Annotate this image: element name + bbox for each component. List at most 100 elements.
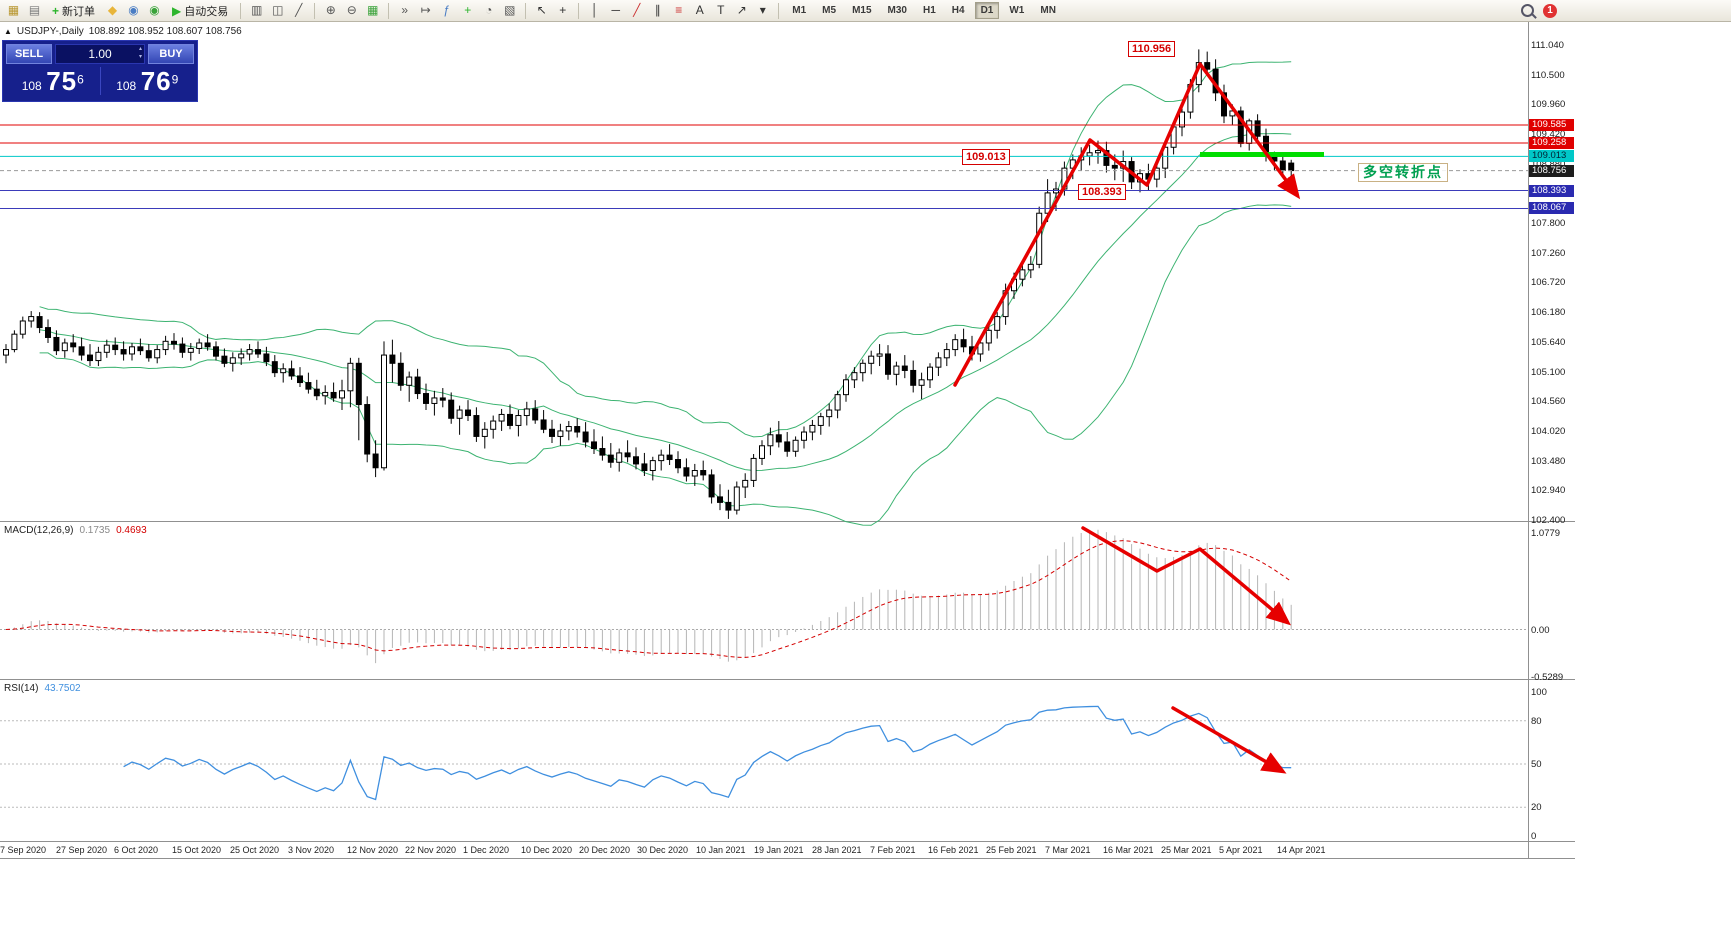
chart-shift-icon[interactable]: ↦	[420, 3, 431, 17]
volume-input[interactable]: 1.00 ▴ ▾	[55, 44, 145, 64]
sell-button[interactable]: SELL	[6, 44, 52, 64]
rsi-trend-arrow	[1171, 706, 1287, 774]
notification-badge[interactable]: 1	[1543, 3, 1557, 18]
buy-price[interactable]: 108 769	[101, 66, 195, 97]
text-icon[interactable]: A	[695, 3, 704, 17]
date-axis-label: 12 Nov 2020	[347, 845, 399, 855]
toolbar: ▦ ▤ + 新订单 ◆ ◉ ◉ ▶ 自动交易 ▥ ◫ ╱ ⊕ ⊖ ▦» ↦ ƒ + ◔ ▧ ↖ + │ ─ ╱ ∥ ≡ A T ↗ ▾ M1 M…	[0, 0, 1731, 22]
arrows-icon[interactable]: ↗	[736, 3, 747, 17]
toolbar-separator	[314, 2, 316, 19]
timeframe-d1[interactable]: D1	[974, 2, 1000, 19]
bar-chart-icon[interactable]: ▥	[251, 3, 263, 17]
timeframe-m5[interactable]: M5	[822, 5, 837, 16]
date-axis-label: 1 Dec 2020	[463, 845, 510, 855]
vps-icon[interactable]: ◉	[149, 3, 160, 17]
timeframe-m30[interactable]: M30	[887, 5, 907, 16]
timeframe-m1[interactable]: M1	[792, 5, 807, 16]
date-axis-label: 3 Nov 2020	[288, 845, 335, 855]
date-axis-label: 10 Jan 2021	[696, 845, 746, 855]
date-axis-label: 19 Jan 2021	[754, 845, 804, 855]
buy-button[interactable]: BUY	[148, 44, 194, 64]
autotrade-button-label: 自动交易	[184, 5, 229, 18]
date-axis-label: 7 Feb 2021	[870, 845, 916, 855]
signals-icon[interactable]: ◉	[128, 3, 139, 17]
templates-icon[interactable]: ▧	[504, 3, 516, 17]
macd-trend-arrow	[1081, 526, 1292, 626]
auto-scroll-icon[interactable]: »	[401, 3, 409, 17]
macd-signal-value: 0.4693	[116, 525, 147, 536]
tile-windows-icon[interactable]: ▦	[367, 3, 379, 17]
date-axis-label: 22 Nov 2020	[405, 845, 457, 855]
date-axis-label: 25 Feb 2021	[986, 845, 1037, 855]
one-click-toggle-icon[interactable]: ▲	[4, 27, 12, 36]
indicators-icon[interactable]: ƒ	[443, 3, 451, 17]
sell-price-big: 75	[46, 65, 78, 96]
one-click-trading-panel: SELL 1.00 ▴ ▾ BUY 108 756 108 769	[2, 40, 198, 102]
new-order-button-label: 新订单	[62, 5, 96, 18]
line-chart-icon[interactable]: ╱	[295, 3, 303, 17]
toolbar-separator	[525, 2, 527, 19]
toolbar-items: ▦ ▤ + 新订单 ◆ ◉ ◉ ▶ 自动交易 ▥ ◫ ╱ ⊕ ⊖ ▦» ↦ ƒ + ◔ ▧ ↖ + │ ─ ╱ ∥ ≡ A T ↗ ▾ M1 M…	[4, 2, 1063, 20]
timeframe-m15[interactable]: M15	[852, 5, 872, 16]
toolbar-separator	[388, 2, 390, 19]
add-indicator-icon[interactable]: +	[464, 3, 472, 17]
candle-chart-icon[interactable]: ◫	[272, 3, 284, 17]
macd-main-value: 0.1735	[79, 525, 111, 536]
sell-price[interactable]: 108 756	[6, 66, 100, 97]
rsi-name: RSI(14)	[4, 683, 39, 694]
zoom-out-icon[interactable]: ⊖	[346, 3, 357, 17]
date-axis-label: 25 Oct 2020	[230, 845, 280, 855]
autotrade-button[interactable]: ▶ 自动交易	[166, 2, 234, 20]
date-axis-label: 7 Mar 2021	[1045, 845, 1091, 855]
dropdown-icon[interactable]: ▾	[759, 3, 766, 17]
date-axis-label: 15 Oct 2020	[172, 845, 222, 855]
symbol-ohlc: 108.892 108.952 108.607 108.756	[88, 26, 242, 37]
date-axis-label: 14 Apr 2021	[1277, 845, 1326, 855]
macd-name: MACD(12,26,9)	[4, 525, 74, 536]
clock-icon[interactable]: ◔	[485, 3, 493, 17]
crosshair-icon[interactable]: +	[559, 3, 567, 17]
buy-price-sup: 9	[171, 72, 179, 87]
toolbar-right: 1	[1521, 3, 1557, 18]
date-axis-label: 28 Jan 2021	[812, 845, 862, 855]
new-chart-icon[interactable]: ▦	[7, 3, 20, 17]
zoom-in-icon[interactable]: ⊕	[325, 3, 336, 17]
trendline-icon[interactable]: ╱	[633, 3, 641, 17]
horizontal-line-icon[interactable]: ─	[611, 3, 620, 17]
date-axis-label: 25 Mar 2021	[1161, 845, 1212, 855]
price-divider	[99, 67, 101, 95]
rsi-label: RSI(14) 43.7502	[4, 683, 81, 694]
macd-label: MACD(12,26,9) 0.1735 0.4693	[4, 525, 147, 536]
vertical-line-icon[interactable]: │	[591, 3, 599, 17]
search-icon[interactable]	[1521, 4, 1534, 17]
label-icon[interactable]: T	[717, 3, 725, 17]
new-order-button[interactable]: + 新订单	[46, 2, 101, 20]
new-order-button-icon: +	[52, 3, 60, 18]
date-axis-label: 16 Feb 2021	[928, 845, 979, 855]
cursor-icon[interactable]: ↖	[536, 3, 547, 17]
market-icon[interactable]: ◆	[107, 3, 118, 17]
chart-symbol-line: ▲ USDJPY-,Daily 108.892 108.952 108.607 …	[4, 26, 242, 37]
date-axis-label: 10 Dec 2020	[521, 845, 573, 855]
fibonacci-icon[interactable]: ≡	[675, 3, 683, 17]
date-axis-label: 6 Oct 2020	[114, 845, 159, 855]
price-trend-arrow	[953, 62, 1301, 387]
rsi-value: 43.7502	[44, 683, 81, 694]
timeframe-w1[interactable]: W1	[1009, 5, 1025, 16]
profiles-icon[interactable]: ▤	[28, 3, 41, 17]
sell-price-prefix: 108	[21, 78, 42, 93]
date-axis-label: 20 Dec 2020	[579, 845, 631, 855]
date-axis-label: 7 Sep 2020	[0, 845, 47, 855]
channel-icon[interactable]: ∥	[654, 3, 661, 17]
symbol-title: USDJPY-,Daily	[16, 26, 84, 37]
timeframe-mn[interactable]: MN	[1040, 5, 1056, 16]
timeframe-h4[interactable]: H4	[951, 5, 965, 16]
toolbar-separator	[578, 2, 580, 19]
volume-spinner[interactable]: ▴ ▾	[138, 46, 142, 60]
toolbar-separator	[778, 2, 780, 19]
date-axis-label: 5 Apr 2021	[1219, 845, 1263, 855]
timeframe-h1[interactable]: H1	[922, 5, 936, 16]
sell-price-sup: 6	[77, 72, 84, 87]
